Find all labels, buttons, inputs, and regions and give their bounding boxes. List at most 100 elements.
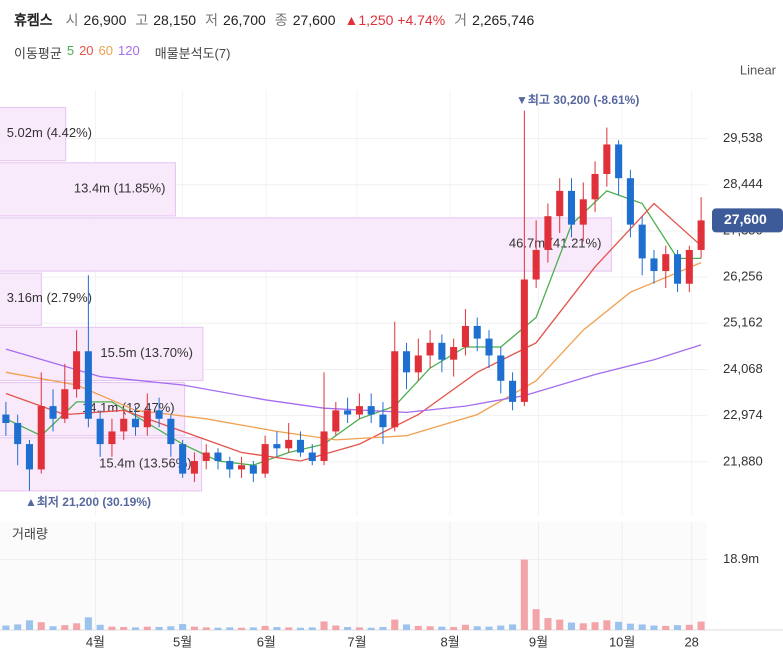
candle-body: [414, 355, 422, 373]
candle-body: [131, 418, 140, 428]
legend-entry: 매물분석도(7): [154, 46, 231, 61]
volume-bar: [143, 626, 151, 630]
volume-bar: [556, 619, 564, 630]
candle-body: [402, 351, 411, 373]
volume-bar: [179, 624, 187, 630]
volume-bar: [273, 627, 281, 630]
profile-volume: 5.02m: [7, 126, 43, 141]
candle-body: [379, 414, 387, 428]
candle-body: [556, 190, 564, 217]
x-tick-label: 9월: [529, 634, 548, 649]
candle-body: [14, 422, 22, 445]
volume-bar: [391, 619, 399, 630]
quote-label: 고: [135, 12, 149, 28]
candle-body: [367, 406, 375, 415]
legend-entry: 5: [66, 43, 75, 58]
profile-share: (4.42%): [46, 126, 92, 141]
volume-bar: [285, 627, 293, 630]
profile-label: 15.5m (13.70%): [100, 345, 193, 360]
profile-bar: [0, 107, 67, 162]
candle-body: [450, 347, 458, 360]
volume-bar: [426, 626, 434, 630]
volume-panel: [0, 522, 707, 630]
volume-bar: [108, 626, 116, 630]
x-tick-label: 6월: [257, 634, 276, 649]
candle-body: [509, 380, 517, 402]
y-tick-label: 28,444: [723, 176, 763, 191]
candle-body: [37, 406, 45, 470]
scale-label: Linear: [740, 62, 777, 77]
quote-label: 종: [274, 12, 288, 28]
volume-bar: [308, 627, 316, 630]
candle-body: [567, 190, 576, 225]
candle-body: [96, 418, 104, 445]
candle-body: [179, 444, 187, 474]
profile-bar: [0, 272, 42, 326]
volume-bar: [402, 624, 411, 630]
x-tick-label: 10월: [609, 634, 635, 649]
legend: 이동평균 5 20 60 120 매물분석도(7): [14, 43, 230, 62]
candle-body: [473, 325, 481, 339]
volume-bar: [532, 609, 540, 630]
volume-bar: [450, 627, 458, 630]
x-tick-label: 7월: [347, 634, 366, 649]
profile-share: (2.79%): [46, 291, 92, 306]
candle-body: [332, 410, 340, 432]
candle-body: [249, 465, 257, 474]
candle-body: [355, 406, 363, 415]
x-tick-label: 4월: [86, 634, 105, 649]
legend-title: 이동평균: [14, 46, 62, 61]
candle-body: [214, 452, 222, 461]
candle-body: [84, 351, 92, 419]
profile-volume: 15.4m: [99, 456, 135, 471]
volume-bar: [473, 626, 481, 630]
volume-bar: [131, 627, 140, 630]
candle-body: [579, 199, 587, 225]
volume-bar: [367, 627, 375, 630]
volume-bar: [249, 627, 257, 630]
candle-body: [226, 460, 234, 470]
candle-body: [532, 249, 540, 280]
volume-bar: [379, 627, 387, 630]
candle-body: [438, 342, 446, 360]
profile-label: 13.4m (11.85%): [74, 181, 166, 196]
volume-bar: [61, 625, 69, 630]
y-tick-label: 22,974: [723, 407, 763, 422]
y-tick-label: 24,068: [723, 361, 763, 376]
annotation: ▼최고 30,200 (-8.61%): [516, 92, 639, 107]
candle-body: [73, 351, 81, 390]
profile-volume: 15.5m: [100, 345, 136, 360]
volume-bar: [461, 624, 469, 630]
profile-share: (11.85%): [114, 181, 166, 196]
profile-volume: 3.16m: [7, 291, 43, 306]
quote-value: 27,600: [292, 12, 336, 28]
legend-entry: 120: [118, 43, 140, 58]
volume-bar: [73, 623, 81, 630]
volume-bar: [674, 625, 682, 630]
y-tick-label: 26,256: [723, 269, 763, 284]
volume-bar: [190, 626, 198, 630]
volume-bar: [14, 624, 22, 630]
profile-share: (41.21%): [549, 236, 602, 251]
moving-average: [5, 344, 702, 414]
volume-bar: [214, 627, 222, 630]
annotation: ▲최저 21,200 (30.19%): [25, 494, 151, 509]
quote-value: 26,900: [83, 12, 127, 28]
quote-header: 휴켐스 시 26,900 고 28,150 저 26,700 종 27,600 ▲1,250 +4…: [14, 10, 538, 30]
last-price-label: 27,600: [724, 211, 767, 227]
volume-bar: [626, 623, 634, 630]
candle-body: [662, 254, 670, 272]
candle-body: [167, 418, 175, 445]
candle-body: [285, 439, 293, 449]
volume-bar: [650, 625, 658, 630]
candle-body: [685, 249, 693, 284]
volume-bar: [685, 624, 693, 630]
candle-body: [261, 444, 269, 474]
volume-bar: [697, 621, 705, 630]
candle-body: [391, 351, 399, 428]
volume-bar: [202, 627, 210, 630]
quote-value: 28,150: [153, 12, 197, 28]
price-change: ▲1,250 +4.74%: [344, 12, 446, 28]
candle-body: [61, 389, 69, 419]
